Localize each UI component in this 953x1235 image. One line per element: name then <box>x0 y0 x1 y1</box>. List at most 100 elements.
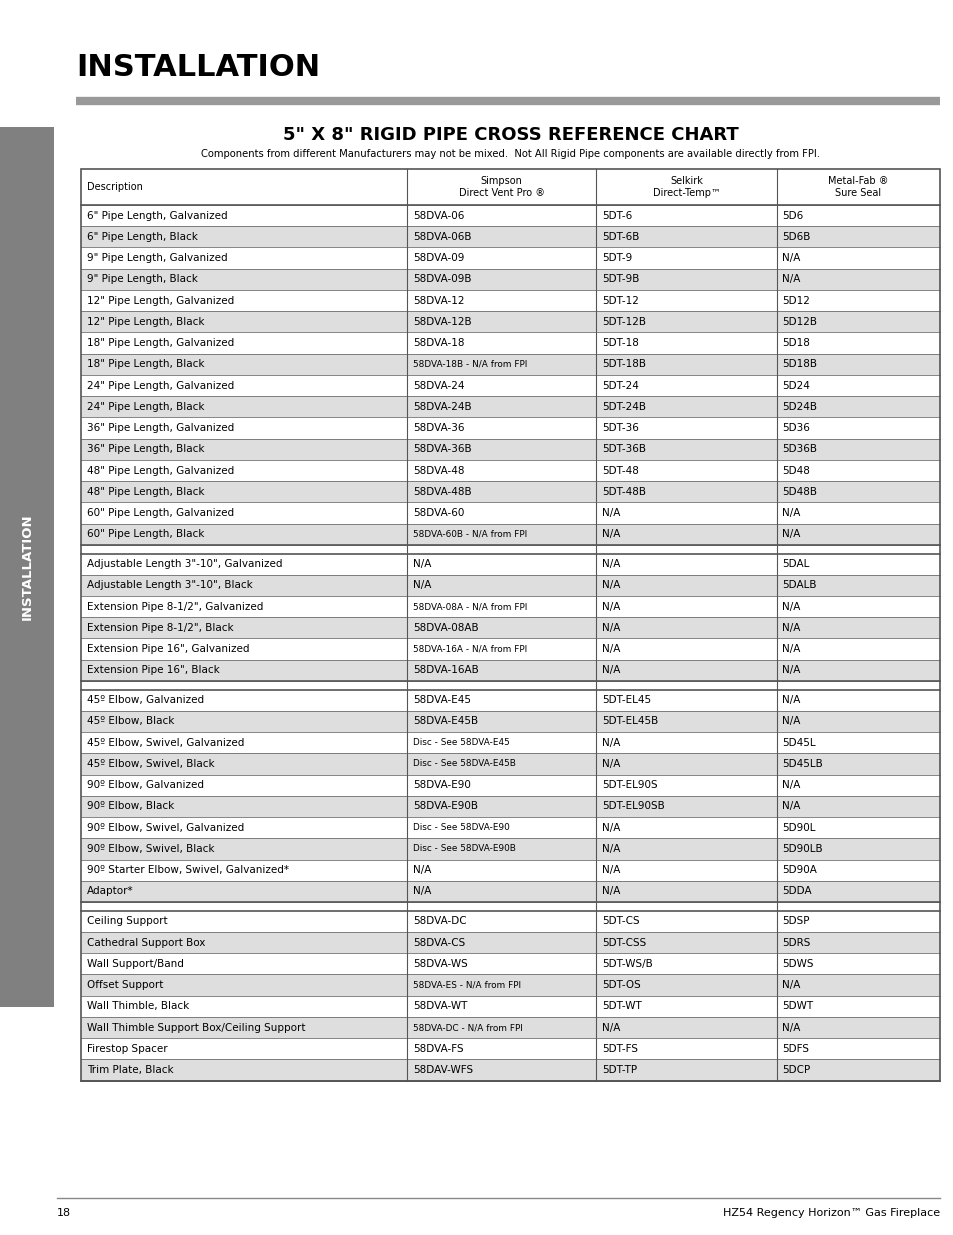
Text: 58DVA-ES - N/A from FPI: 58DVA-ES - N/A from FPI <box>413 981 520 989</box>
Text: 58DVA-DC: 58DVA-DC <box>413 916 466 926</box>
Bar <box>81 732 939 753</box>
Text: 58DVA-09B: 58DVA-09B <box>413 274 471 284</box>
Text: 5DRS: 5DRS <box>781 937 810 947</box>
Text: 9" Pipe Length, Galvanized: 9" Pipe Length, Galvanized <box>87 253 227 263</box>
Bar <box>81 638 939 659</box>
Bar <box>81 482 939 503</box>
Bar <box>81 881 939 902</box>
Text: Disc - See 58DVA-E45B: Disc - See 58DVA-E45B <box>413 760 516 768</box>
Bar <box>81 839 939 860</box>
Text: Wall Thimble, Black: Wall Thimble, Black <box>87 1002 189 1011</box>
Text: 9" Pipe Length, Black: 9" Pipe Length, Black <box>87 274 197 284</box>
Bar <box>81 995 939 1016</box>
Text: 5DT-12B: 5DT-12B <box>601 317 645 327</box>
Text: 58DVA-48: 58DVA-48 <box>413 466 464 475</box>
Bar <box>81 205 939 226</box>
Text: N/A: N/A <box>601 622 619 632</box>
Text: 5DWS: 5DWS <box>781 958 813 968</box>
Bar <box>81 1060 939 1081</box>
Text: 58DVA-60B - N/A from FPI: 58DVA-60B - N/A from FPI <box>413 530 527 538</box>
Bar <box>81 1039 939 1060</box>
Text: 90º Starter Elbow, Swivel, Galvanized*: 90º Starter Elbow, Swivel, Galvanized* <box>87 866 289 876</box>
Text: N/A: N/A <box>781 508 800 517</box>
Bar <box>81 332 939 353</box>
Bar <box>81 659 939 680</box>
Text: N/A: N/A <box>601 601 619 611</box>
Text: 36" Pipe Length, Galvanized: 36" Pipe Length, Galvanized <box>87 424 233 433</box>
Text: N/A: N/A <box>601 737 619 747</box>
Text: N/A: N/A <box>601 866 619 876</box>
Bar <box>81 618 939 638</box>
Text: N/A: N/A <box>781 645 800 655</box>
Text: 5DT-6B: 5DT-6B <box>601 232 639 242</box>
Text: 58DVA-12: 58DVA-12 <box>413 295 464 305</box>
Text: Disc - See 58DVA-E90B: Disc - See 58DVA-E90B <box>413 845 516 853</box>
Text: 5D45L: 5D45L <box>781 737 815 747</box>
Text: 58DVA-60: 58DVA-60 <box>413 508 464 517</box>
Text: 5DT-WS/B: 5DT-WS/B <box>601 958 652 968</box>
Text: 5DT-9: 5DT-9 <box>601 253 632 263</box>
Text: 58DVA-08A - N/A from FPI: 58DVA-08A - N/A from FPI <box>413 603 527 611</box>
Text: 12" Pipe Length, Black: 12" Pipe Length, Black <box>87 317 204 327</box>
Text: Disc - See 58DVA-E45: Disc - See 58DVA-E45 <box>413 739 509 747</box>
Text: 5D6B: 5D6B <box>781 232 810 242</box>
Text: N/A: N/A <box>601 1023 619 1032</box>
Text: 5DT-24B: 5DT-24B <box>601 401 645 411</box>
Text: 5D12B: 5D12B <box>781 317 817 327</box>
Text: 5D90LB: 5D90LB <box>781 844 822 853</box>
Text: 58DVA-FS: 58DVA-FS <box>413 1044 463 1053</box>
Text: 5DT-36B: 5DT-36B <box>601 445 645 454</box>
Text: Ceiling Support: Ceiling Support <box>87 916 168 926</box>
Text: 58DVA-24B: 58DVA-24B <box>413 401 471 411</box>
Text: 5DT-EL45B: 5DT-EL45B <box>601 716 658 726</box>
Text: 5D36B: 5D36B <box>781 445 817 454</box>
Text: 5D45LB: 5D45LB <box>781 760 822 769</box>
Text: 36" Pipe Length, Black: 36" Pipe Length, Black <box>87 445 204 454</box>
Text: 5DT-EL90SB: 5DT-EL90SB <box>601 802 664 811</box>
Text: 5D18B: 5D18B <box>781 359 817 369</box>
Bar <box>81 311 939 332</box>
Text: N/A: N/A <box>781 781 800 790</box>
Text: 45º Elbow, Swivel, Galvanized: 45º Elbow, Swivel, Galvanized <box>87 737 244 747</box>
Text: Adjustable Length 3"-10", Galvanized: Adjustable Length 3"-10", Galvanized <box>87 559 282 569</box>
Text: 5DT-6: 5DT-6 <box>601 211 632 221</box>
Text: 5DDA: 5DDA <box>781 887 811 897</box>
Text: 58DVA-18: 58DVA-18 <box>413 338 464 348</box>
Text: 48" Pipe Length, Black: 48" Pipe Length, Black <box>87 487 204 496</box>
Text: 45º Elbow, Swivel, Black: 45º Elbow, Swivel, Black <box>87 760 214 769</box>
Bar <box>81 353 939 375</box>
Text: 58DVA-E45B: 58DVA-E45B <box>413 716 477 726</box>
Text: 58DVA-16A - N/A from FPI: 58DVA-16A - N/A from FPI <box>413 645 527 653</box>
Text: 60" Pipe Length, Galvanized: 60" Pipe Length, Galvanized <box>87 508 233 517</box>
Text: 5D24B: 5D24B <box>781 401 817 411</box>
Bar <box>81 910 939 932</box>
Text: INSTALLATION: INSTALLATION <box>76 53 320 82</box>
Text: Wall Thimble Support Box/Ceiling Support: Wall Thimble Support Box/Ceiling Support <box>87 1023 305 1032</box>
Text: 5DT-18B: 5DT-18B <box>601 359 645 369</box>
Text: 58DVA-WT: 58DVA-WT <box>413 1002 467 1011</box>
Text: 90º Elbow, Black: 90º Elbow, Black <box>87 802 173 811</box>
Text: N/A: N/A <box>781 695 800 705</box>
Bar <box>81 597 939 618</box>
Bar <box>81 953 939 974</box>
Text: 18: 18 <box>57 1208 71 1218</box>
Text: 5D36: 5D36 <box>781 424 809 433</box>
Bar <box>81 375 939 396</box>
Text: 5DCP: 5DCP <box>781 1065 810 1074</box>
Text: 5DT-24: 5DT-24 <box>601 380 639 390</box>
Bar <box>81 711 939 732</box>
Text: 90º Elbow, Swivel, Black: 90º Elbow, Swivel, Black <box>87 844 214 853</box>
Bar <box>81 169 939 205</box>
Text: 58DVA-E90: 58DVA-E90 <box>413 781 471 790</box>
Text: 24" Pipe Length, Black: 24" Pipe Length, Black <box>87 401 204 411</box>
Text: 5D48: 5D48 <box>781 466 809 475</box>
Text: 18" Pipe Length, Galvanized: 18" Pipe Length, Galvanized <box>87 338 233 348</box>
Bar <box>0 127 54 1007</box>
Text: N/A: N/A <box>601 645 619 655</box>
Text: 48" Pipe Length, Galvanized: 48" Pipe Length, Galvanized <box>87 466 233 475</box>
Text: Extension Pipe 16", Galvanized: Extension Pipe 16", Galvanized <box>87 645 249 655</box>
Bar <box>81 974 939 995</box>
Text: N/A: N/A <box>781 274 800 284</box>
Text: 24" Pipe Length, Galvanized: 24" Pipe Length, Galvanized <box>87 380 233 390</box>
Text: 5DT-18: 5DT-18 <box>601 338 639 348</box>
